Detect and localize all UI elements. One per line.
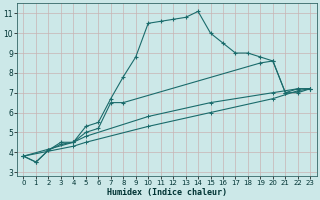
X-axis label: Humidex (Indice chaleur): Humidex (Indice chaleur) [107, 188, 227, 197]
